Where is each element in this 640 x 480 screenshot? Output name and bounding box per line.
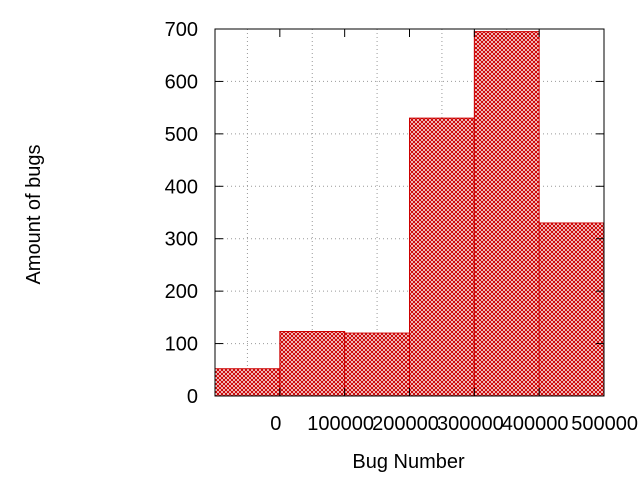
- x-tick-label: 100000: [307, 413, 374, 435]
- x-tick-label: 500000: [571, 413, 638, 435]
- bar-0: [214, 368, 281, 397]
- bar-500000: [538, 222, 605, 397]
- x-tick-label: 200000: [372, 413, 439, 435]
- y-tick-label: 200: [165, 281, 198, 303]
- y-axis-ticks: 0 100 200 300 400 500 600 700: [165, 19, 604, 408]
- bar-100000: [279, 331, 346, 397]
- bar-200000: [344, 332, 410, 397]
- y-tick-label: 400: [165, 176, 198, 198]
- x-axis-label: Bug Number: [352, 451, 465, 473]
- y-axis-label: Amount of bugs: [23, 144, 45, 284]
- y-tick-label: 100: [165, 334, 198, 356]
- x-tick-label: 300000: [437, 413, 504, 435]
- y-tick-label: 500: [165, 124, 198, 146]
- y-tick-label: 700: [165, 19, 198, 41]
- bar-300000: [409, 117, 475, 397]
- x-tick-label: 0: [270, 413, 281, 435]
- y-tick-label: 300: [165, 229, 198, 251]
- bars: [214, 31, 605, 397]
- bar-400000: [473, 31, 540, 397]
- y-tick-label: 600: [165, 71, 198, 93]
- x-tick-label: 400000: [502, 413, 569, 435]
- y-tick-label: 0: [187, 386, 198, 408]
